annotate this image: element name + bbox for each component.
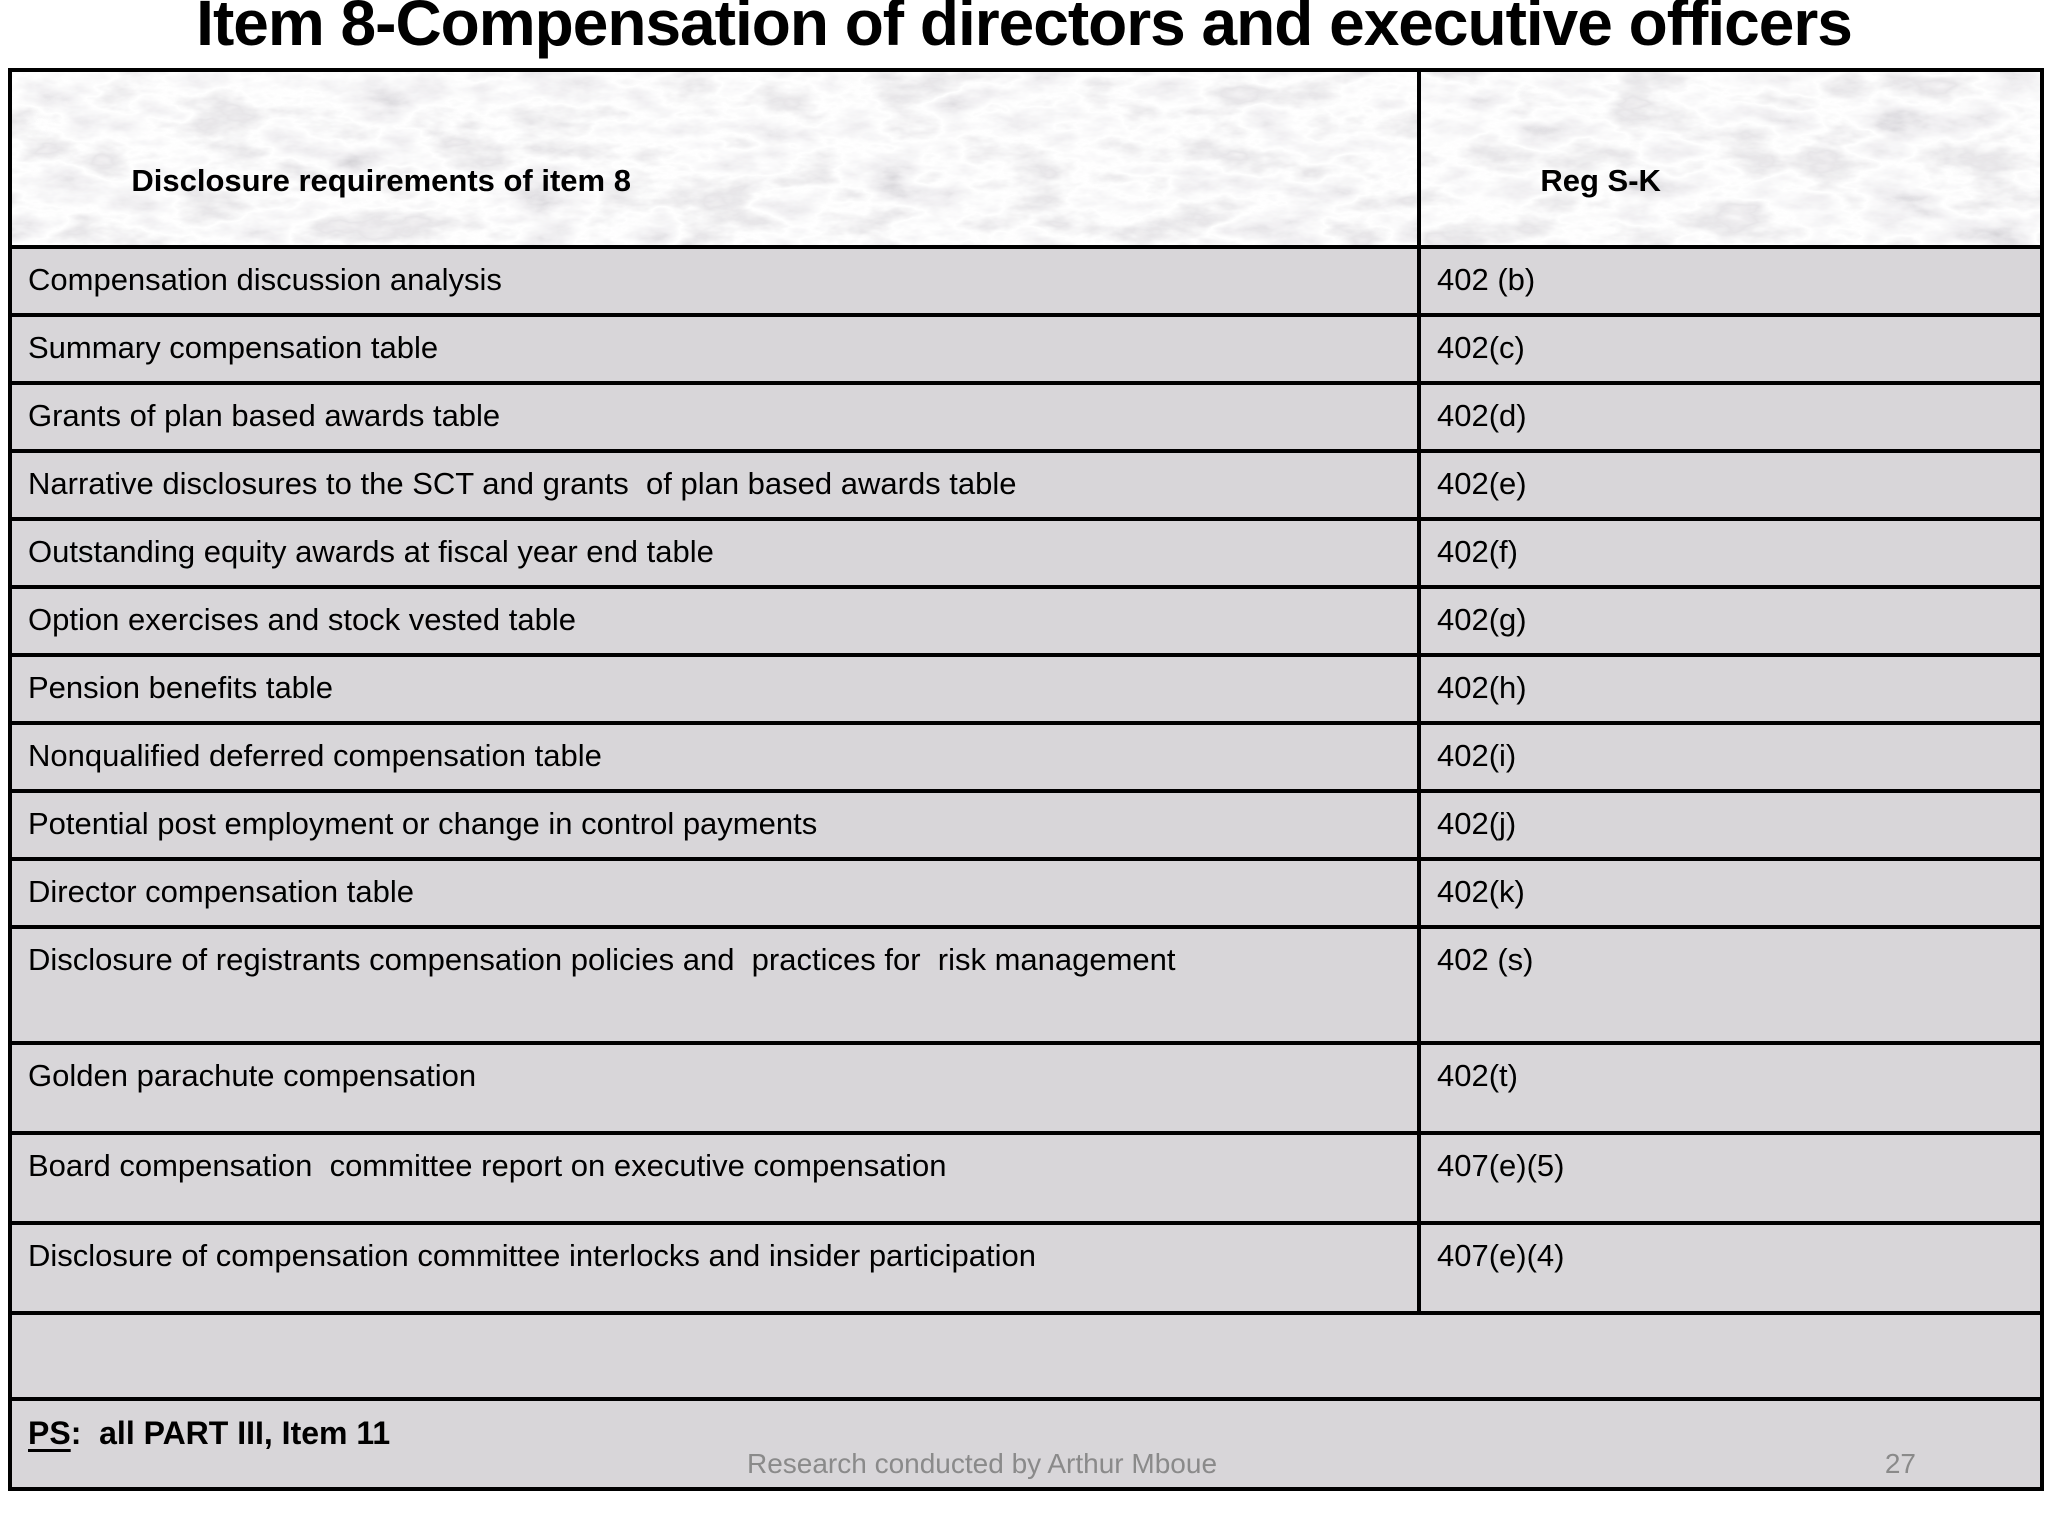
table-tail: PS: all PART III, Item 11: [8, 1311, 2044, 1491]
ps-text: : all PART III, Item 11: [70, 1415, 391, 1451]
table-row: Pension benefits table 402(h): [8, 653, 2044, 725]
reg-sk-cell: 402(i): [1417, 721, 2044, 793]
slide-title: Item 8-Compensation of directors and exe…: [196, 0, 1853, 59]
header-label-reg-sk: Reg S-K: [1540, 162, 1661, 198]
disclosure-table: Disclosure requirements of item 8: [8, 68, 2044, 1491]
ps-note-cell: PS: all PART III, Item 11: [8, 1397, 2044, 1491]
reg-sk-cell: 402(e): [1417, 449, 2044, 521]
requirement-cell: Compensation discussion analysis: [8, 245, 1421, 317]
ps-label: PS: [28, 1415, 71, 1451]
empty-cell: [8, 1311, 2044, 1401]
table-row: Narrative disclosures to the SCT and gra…: [8, 449, 2044, 521]
reg-sk-cell: 402(c): [1417, 313, 2044, 385]
ps-note-row: PS: all PART III, Item 11: [8, 1397, 2044, 1491]
empty-row: [8, 1311, 2044, 1401]
reg-sk-cell: 402(j): [1417, 789, 2044, 861]
requirement-cell: Grants of plan based awards table: [8, 381, 1421, 453]
table-row: Disclosure of compensation committee int…: [8, 1221, 2044, 1315]
table-row: Option exercises and stock vested table 4…: [8, 585, 2044, 657]
header-cell-reg-sk: Reg S-K: [1417, 68, 2044, 249]
table-row: Director compensation table 402(k): [8, 857, 2044, 929]
table-row: Potential post employment or change in c…: [8, 789, 2044, 861]
table-row: Disclosure of registrants compensation p…: [8, 925, 2044, 1045]
requirement-cell: Narrative disclosures to the SCT and gra…: [8, 449, 1421, 521]
requirement-cell: Disclosure of registrants compensation p…: [8, 925, 1421, 1045]
table-row: Compensation discussion analysis 402 (b): [8, 245, 2044, 317]
requirement-cell: Golden parachute compensation: [8, 1041, 1421, 1135]
reg-sk-cell: 402(g): [1417, 585, 2044, 657]
disclosure-table-container: Disclosure requirements of item 8: [8, 68, 2044, 1491]
table-row: Board compensation committee report on e…: [8, 1131, 2044, 1225]
table-row: Grants of plan based awards table 402(d): [8, 381, 2044, 453]
table-row: Summary compensation table 402(c): [8, 313, 2044, 385]
requirement-cell: Option exercises and stock vested table: [8, 585, 1421, 657]
reg-sk-cell: 402 (s): [1417, 925, 2044, 1045]
table-body: Compensation discussion analysis 402 (b) S…: [8, 245, 2044, 1315]
requirement-cell: Director compensation table: [8, 857, 1421, 929]
marble-texture: [14, 74, 1415, 243]
requirement-cell: Pension benefits table: [8, 653, 1421, 725]
page-number: 27: [1884, 1448, 1916, 1479]
requirement-cell: Summary compensation table: [8, 313, 1421, 385]
requirement-cell: Potential post employment or change in c…: [8, 789, 1421, 861]
table-row: Nonqualified deferred compensation table…: [8, 721, 2044, 793]
table-row: Outstanding equity awards at fiscal year…: [8, 517, 2044, 589]
reg-sk-cell: 402(h): [1417, 653, 2044, 725]
requirement-cell: Disclosure of compensation committee int…: [8, 1221, 1421, 1315]
requirement-cell: Nonqualified deferred compensation table: [8, 721, 1421, 793]
table-row: Golden parachute compensation 402(t): [8, 1041, 2044, 1135]
table-header: Disclosure requirements of item 8: [8, 68, 2044, 249]
reg-sk-cell: 402(t): [1417, 1041, 2044, 1135]
reg-sk-cell: 402(k): [1417, 857, 2044, 929]
reg-sk-cell: 402 (b): [1417, 245, 2044, 317]
header-cell-requirements: Disclosure requirements of item 8: [8, 68, 1421, 249]
reg-sk-cell: 407(e)(5): [1417, 1131, 2044, 1225]
reg-sk-cell: 402(f): [1417, 517, 2044, 589]
footer-text: Research conducted by Arthur Mboue: [746, 1448, 1218, 1479]
reg-sk-cell: 402(d): [1417, 381, 2044, 453]
header-label-requirements: Disclosure requirements of item 8: [131, 162, 631, 198]
requirement-cell: Board compensation committee report on e…: [8, 1131, 1421, 1225]
header-row: Disclosure requirements of item 8: [8, 68, 2044, 249]
marble-texture: [1423, 74, 2038, 243]
requirement-cell: Outstanding equity awards at fiscal year…: [8, 517, 1421, 589]
reg-sk-cell: 407(e)(4): [1417, 1221, 2044, 1315]
